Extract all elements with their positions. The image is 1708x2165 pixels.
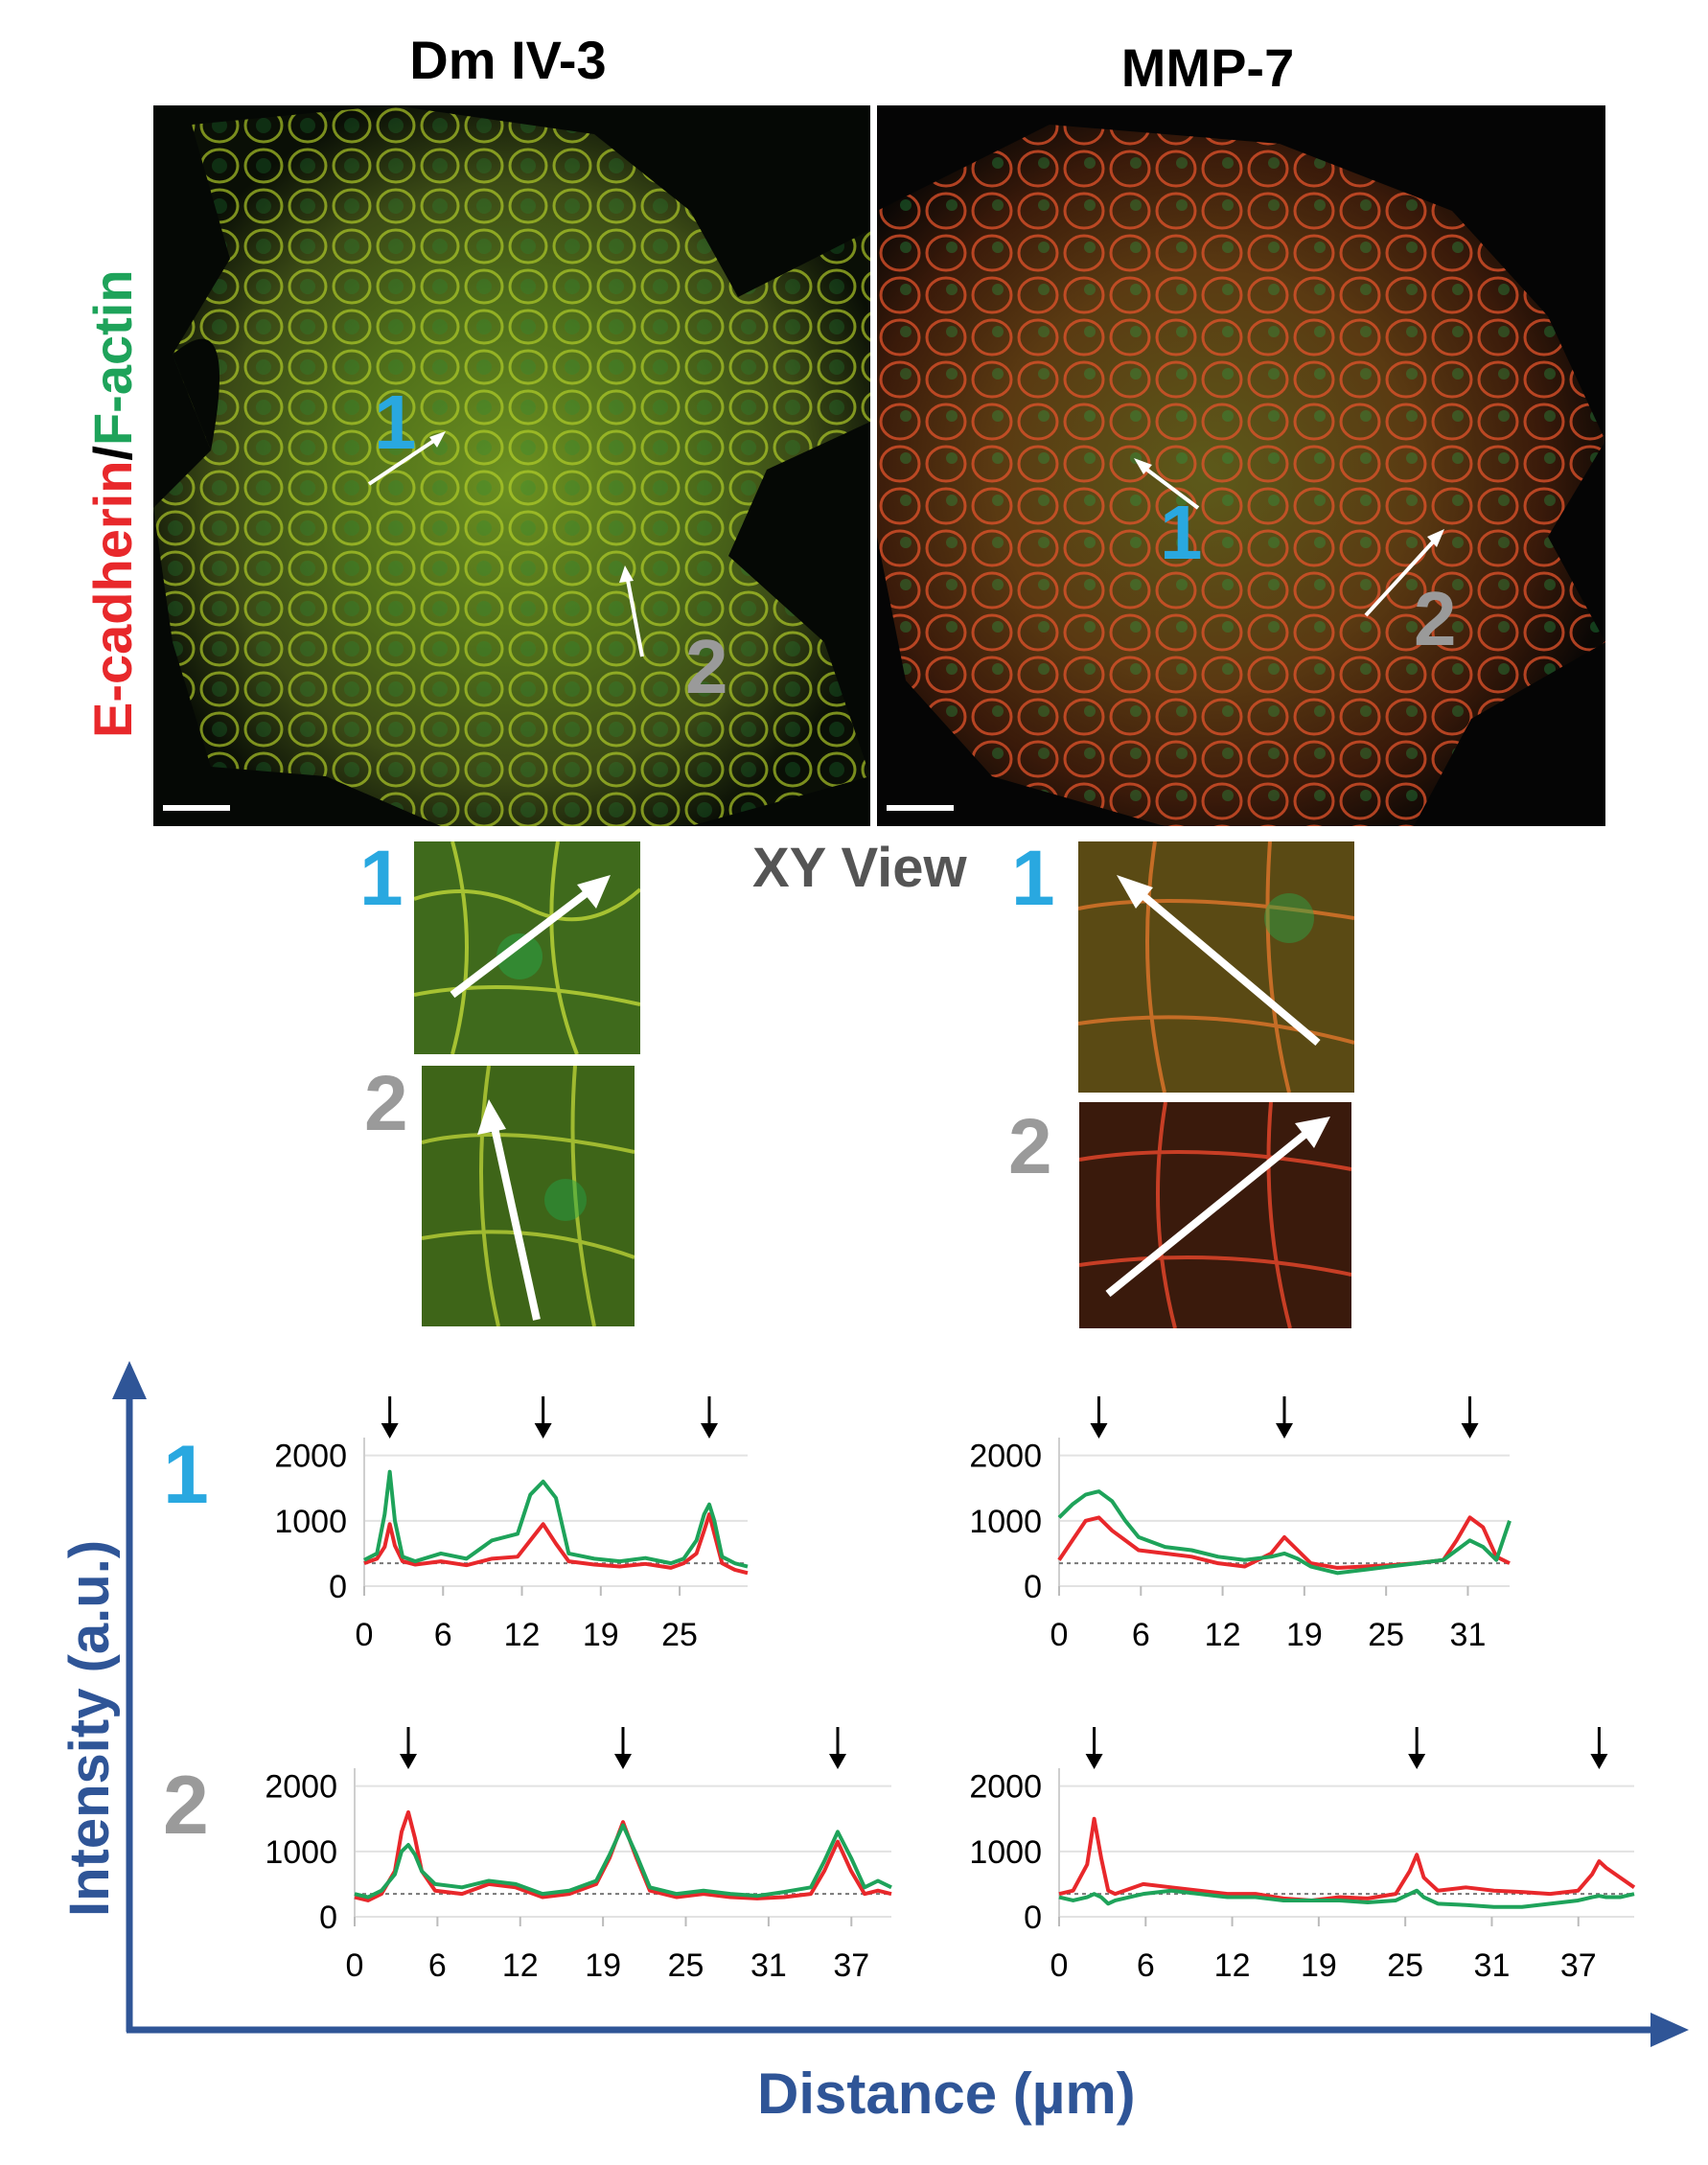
y-tick-label: 1000 [265,1834,337,1871]
peak-arrowhead [1408,1754,1426,1769]
dm-inset-1 [414,841,640,1054]
marker-2-mmp: 2 [1414,576,1457,661]
x-tick-label: 31 [750,1947,787,1984]
x-tick-label: 6 [1137,1947,1155,1984]
y-tick-label: 0 [1024,1900,1042,1936]
peak-arrowhead [400,1754,417,1769]
ecadherin-series-line [1058,1816,1636,1902]
ecadherin-label: E-cadherin [82,460,143,738]
inset-1-marker-right: 1 [1011,835,1055,922]
x-tick-label: 19 [583,1617,619,1653]
y-tick-label: 0 [329,1569,347,1605]
inset-2-marker-right: 2 [1008,1103,1052,1190]
mmp7-micrograph: 1 2 [877,105,1605,826]
chart-row-1-marker: 1 [163,1429,209,1521]
x-tick-label: 0 [356,1617,374,1653]
dm-inset-2 [422,1066,635,1326]
x-tick-label: 25 [661,1617,698,1653]
y-tick-label: 2000 [969,1769,1042,1806]
factin-series-line [354,1823,892,1900]
peak-arrowhead [1590,1754,1608,1769]
x-tick-label: 31 [1474,1947,1511,1984]
global-axes [112,1361,1689,2047]
chart-row-2-marker: 2 [163,1760,209,1852]
peak-arrowhead [1276,1423,1293,1439]
x-tick-label: 19 [1301,1947,1337,1984]
peak-arrowhead [1461,1423,1479,1439]
xy-view-label: XY View [752,837,967,899]
y-tick-label: 2000 [265,1769,337,1806]
factin-label: F-actin [82,269,143,447]
y-tick-label: 1000 [274,1504,347,1540]
global-x-arrowhead [1650,2013,1689,2047]
factin-series-line [363,1469,749,1569]
chart-mmp-line-1: 2000 1000 00 6 12 19 25 31 [969,1396,1512,1653]
marker-1-dm: 1 [374,380,417,465]
x-tick-label: 6 [428,1947,447,1984]
x-tick-label: 25 [1368,1617,1404,1653]
x-tick-label: 31 [1450,1617,1487,1653]
x-tick-label: 12 [1214,1947,1251,1984]
mmp-inset-2 [1079,1102,1351,1328]
y-tick-label: 2000 [969,1439,1042,1475]
global-y-arrowhead [112,1361,147,1399]
chart-mmp-line-2: 2000 1000 00 6 12 19 25 31 37 [969,1727,1636,1984]
ecadherin-series-line [363,1512,749,1576]
x-tick-label: 0 [1050,1617,1069,1653]
x-tick-label: 12 [502,1947,539,1984]
inset-1-marker-left: 1 [359,835,404,922]
chart-dm-line-2: 2000 1000 00 6 12 19 25 31 37 [265,1727,892,1984]
ecadherin-series-line [1057,1515,1511,1570]
x-tick-label: 37 [1560,1947,1597,1984]
y-tick-label: 0 [1024,1569,1042,1605]
peak-arrowhead [1085,1754,1103,1769]
factin-series-line [1058,1888,1635,1909]
peak-arrowhead [534,1423,552,1439]
x-tick-label: 0 [346,1947,364,1984]
x-tick-label: 19 [1286,1617,1323,1653]
right-panel-title: MMP-7 [1120,37,1295,98]
y-tick-label: 1000 [969,1504,1042,1540]
x-tick-label: 6 [434,1617,452,1653]
distance-axis-label: Distance (µm) [757,2061,1136,2126]
peak-arrowhead [381,1423,399,1439]
x-tick-label: 0 [1050,1947,1069,1984]
mmp-inset-1 [1078,841,1354,1093]
y-tick-label: 2000 [274,1439,347,1475]
x-tick-label: 37 [833,1947,869,1984]
slash-label: / [82,446,143,461]
chart-dm-line-1: 2000 1000 00 6 12 19 25 [274,1396,749,1653]
x-tick-label: 25 [668,1947,704,1984]
channel-label: E-cadherin/F-actin [81,269,144,738]
dm-iv3-micrograph: 1 2 [153,105,870,826]
x-tick-label: 12 [504,1617,541,1653]
y-tick-label: 0 [319,1900,337,1936]
peak-arrowhead [701,1423,718,1439]
peak-arrowhead [1090,1423,1108,1439]
x-tick-label: 12 [1205,1617,1241,1653]
marker-2-dm: 2 [685,624,728,709]
peak-arrowhead [829,1754,846,1769]
x-tick-label: 6 [1132,1617,1150,1653]
inset-2-marker-left: 2 [364,1060,408,1147]
x-tick-label: 19 [585,1947,621,1984]
peak-arrowhead [614,1754,632,1769]
y-tick-label: 1000 [969,1834,1042,1871]
x-tick-label: 25 [1387,1947,1423,1984]
left-panel-title: Dm IV-3 [409,30,607,90]
intensity-axis-label: Intensity (a.u.) [58,1539,121,1917]
factin-series-line [1057,1489,1512,1576]
marker-1-mmp: 1 [1160,490,1203,575]
